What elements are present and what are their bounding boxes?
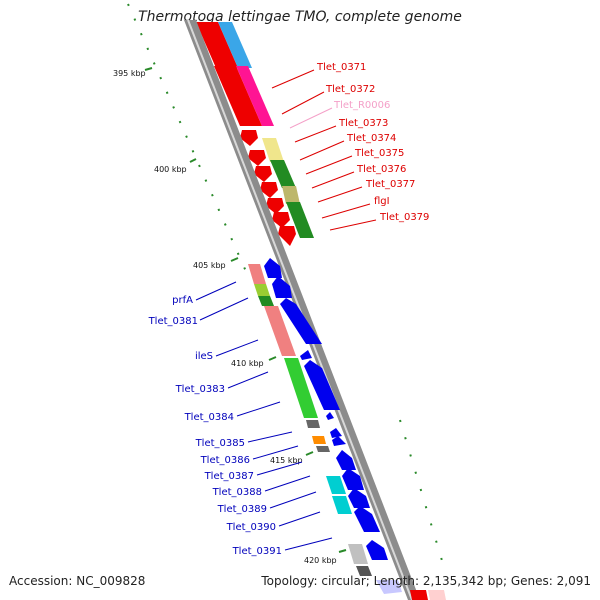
gene-label[interactable]: Tlet_0389: [217, 504, 267, 515]
gene-label[interactable]: prfA: [172, 295, 193, 306]
tick-label: 415 kbp: [270, 456, 303, 465]
leader-line: [284, 537, 333, 551]
leader-line: [305, 155, 353, 175]
tick-mark: [305, 451, 314, 456]
gene-label[interactable]: Tlet_0391: [232, 546, 282, 557]
leader-line: [271, 69, 315, 89]
tick-label: 395 kbp: [113, 69, 146, 78]
gene-label[interactable]: flgI: [374, 196, 390, 207]
genome-title: Thermotoga lettingae TMO, complete genom…: [138, 9, 462, 25]
leader-line: [281, 91, 325, 115]
tick-guides: [127, 3, 447, 575]
gene-label[interactable]: Tlet_0379: [379, 212, 429, 223]
tick-mark: [189, 158, 197, 163]
gene-label[interactable]: Tlet_0375: [354, 148, 404, 159]
gene-label[interactable]: ileS: [195, 351, 213, 362]
tick-label: 420 kbp: [304, 556, 337, 565]
gene-label[interactable]: Tlet_0374: [346, 133, 396, 144]
accession-text: Accession: NC_009828: [9, 574, 146, 588]
reverse-gene-labels: prfA Tlet_0381 ileS Tlet_0383 Tlet_0384 Tlet_…: [148, 295, 282, 557]
leader-line: [321, 203, 371, 219]
leader-line: [294, 125, 337, 143]
leader-line: [247, 431, 293, 443]
tick-mark: [144, 67, 153, 71]
gene-label[interactable]: Tlet_0384: [184, 412, 234, 423]
leader-line: [264, 475, 311, 492]
leader-line: [215, 339, 259, 357]
gene-label[interactable]: Tlet_0385: [195, 438, 245, 449]
leader-line: [236, 401, 281, 417]
gene-label[interactable]: Tlet_0371: [316, 62, 366, 73]
leader-line: [252, 445, 299, 460]
tick-label: 405 kbp: [193, 261, 226, 270]
tick-mark: [230, 257, 239, 262]
leader-line: [269, 491, 317, 509]
gene-label[interactable]: Tlet_0376: [356, 164, 406, 175]
leader-line: [256, 461, 303, 476]
leader-line: [289, 107, 333, 129]
gene-label[interactable]: Tlet_0386: [200, 455, 250, 466]
tick-mark: [338, 549, 347, 553]
forward-arrows: [240, 130, 296, 246]
leader-line: [299, 140, 345, 161]
leader-line: [329, 219, 377, 231]
forward-gene-labels: Tlet_0371 Tlet_0372 Tlet_R0006 Tlet_0373 Tle…: [316, 62, 429, 223]
leader-line: [195, 281, 237, 301]
tick-label: 410 kbp: [231, 359, 264, 368]
gene-label[interactable]: Tlet_0377: [365, 179, 415, 190]
forward-feature-blocks: [196, 22, 314, 238]
gene-label[interactable]: Tlet_0390: [226, 522, 276, 533]
tick-mark: [268, 356, 277, 361]
leader-line: [278, 511, 321, 527]
gene-label[interactable]: Tlet_0372: [325, 84, 375, 95]
gene-label[interactable]: Tlet_0383: [175, 384, 225, 395]
leader-line: [311, 171, 355, 189]
reverse-arrows: [264, 258, 402, 594]
tick-label: 400 kbp: [154, 165, 187, 174]
genome-backbone: [184, 19, 420, 600]
gene-label[interactable]: Tlet_0388: [212, 487, 262, 498]
leader-line: [199, 297, 249, 321]
gene-label[interactable]: Tlet_R0006: [333, 100, 390, 111]
bottom-continuation: [410, 590, 446, 600]
gene-label[interactable]: Tlet_0373: [338, 118, 388, 129]
genome-summary-text: Topology: circular; Length: 2,135,342 bp…: [261, 574, 591, 588]
gene-label[interactable]: Tlet_0381: [148, 316, 198, 327]
gene-label[interactable]: Tlet_0387: [204, 471, 254, 482]
label-leaders: [195, 69, 377, 551]
scale-ticks: 395 kbp 400 kbp 405 kbp 410 kbp 415 kbp 420 k…: [113, 67, 347, 565]
leader-line: [317, 186, 363, 203]
leader-line: [227, 371, 269, 389]
reverse-feature-blocks: [248, 264, 372, 576]
